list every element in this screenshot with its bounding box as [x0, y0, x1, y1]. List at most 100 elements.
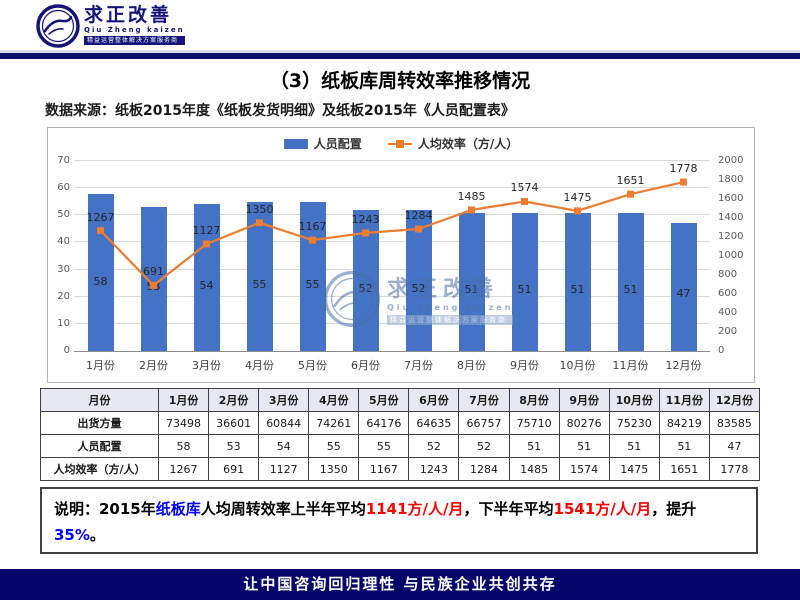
note-segment: 35%	[54, 526, 90, 545]
table-value-cell: 55	[308, 434, 360, 458]
table-header-cell: 11月份	[658, 388, 710, 412]
x-axis-label: 11月份	[612, 359, 649, 372]
bar-5月份	[299, 201, 326, 351]
bar-series-swatch-icon	[283, 138, 308, 149]
right-axis-tick: 800	[718, 269, 738, 280]
line-value-label: 691	[143, 265, 164, 279]
logo-brand-text: 求正改善	[84, 4, 173, 26]
gridline	[74, 351, 710, 352]
note-segment: ，提升	[651, 500, 697, 518]
header: 求正改善 Qiu Zheng kaizen 精益运营整体解决方案服务商	[0, 0, 800, 50]
logo-tagline: 精益运营整体解决方案服务商	[84, 36, 185, 45]
table-value-cell: 75230	[608, 411, 660, 435]
table-value-cell: 58	[157, 434, 210, 458]
table-value-cell: 1284	[458, 457, 510, 481]
footer-slogan: 让中国咨询回归理性 与民族企业共创共存	[243, 575, 557, 593]
table-value-cell: 54	[258, 434, 310, 458]
gridline	[74, 295, 710, 297]
table-header-cell: 9月份	[558, 388, 610, 412]
table-header-cell: 12月份	[708, 388, 761, 412]
table-value-cell: 75710	[508, 411, 560, 435]
bar-value-label: 55	[305, 278, 320, 292]
table-value-cell: 1350	[308, 457, 360, 481]
table-header-cell: 2月份	[208, 388, 260, 412]
row-label-cell: 人员配置	[40, 434, 159, 458]
footer-bar: 让中国咨询回归理性 与民族企业共创共存	[0, 569, 800, 600]
table-value-cell: 51	[558, 434, 610, 458]
table-value-cell: 1127	[258, 457, 310, 481]
line-series-swatch-icon	[387, 139, 412, 149]
x-axis-label: 5月份	[298, 359, 327, 372]
chart-legend: 人员配置 人均效率（方/人）	[48, 135, 754, 152]
line-value-label: 1778	[669, 162, 698, 176]
data-source-note: 数据来源：纸板2015年度《纸板发货明细》及纸板2015年《人员配置表》	[45, 103, 515, 119]
gridline	[74, 241, 710, 243]
table-value-cell: 1485	[508, 457, 560, 481]
summary-note-text: 说明：2015年纸板库人均周转效率上半年平均1141方/人/月，下半年平均154…	[54, 500, 696, 544]
x-axis-labels: 1月份 2月份 3月份 4月份 5月份 6月份 7月份 8月份 9月份 10月份 11月份 12月份	[74, 357, 710, 373]
gridline	[74, 160, 710, 161]
line-value-label: 1651	[616, 174, 645, 188]
left-axis-tick: 10	[57, 317, 70, 329]
table-value-cell: 47	[708, 434, 761, 458]
table-value-cell: 80276	[558, 411, 610, 435]
note-segment: 。	[89, 526, 105, 545]
table-value-cell: 51	[658, 434, 710, 458]
table-value-cell: 74261	[308, 411, 360, 435]
table-value-cell: 52	[408, 434, 460, 458]
line-value-label: 1284	[404, 209, 433, 223]
left-axis-tick: 70	[57, 155, 70, 166]
bar-1月份	[87, 193, 114, 351]
bar-10月份	[564, 212, 591, 351]
table-header: 月份 1月份 2月份 3月份 4月份 5月份 6月份 7月份 8月份 9月份 10月份 11月份 12月…	[40, 388, 761, 412]
table-value-cell: 1475	[608, 457, 660, 481]
x-axis-label: 7月份	[404, 359, 433, 372]
header-rule-light	[0, 50, 800, 53]
row-label-cell: 出货方量	[40, 411, 159, 435]
right-axis-tick: 1400	[718, 212, 744, 223]
plot-area: 0 10 20 30 40 50 60 70 0 200 400 600 800 1000 1200 1400…	[57, 155, 743, 356]
line-value-label: 1475	[563, 190, 592, 204]
table-value-cell: 64176	[358, 411, 410, 435]
right-axis-tick: 600	[718, 288, 738, 299]
table-value-cell: 1574	[558, 457, 610, 481]
right-axis-tick: 2000	[718, 155, 744, 166]
right-axis-tick: 200	[718, 326, 738, 337]
bar-11月份	[617, 212, 644, 351]
left-axis-tick: 0	[63, 345, 70, 356]
page-title: （3）纸板库周转效率推移情况	[269, 70, 531, 92]
table-value-cell: 1778	[708, 457, 761, 481]
table-body: 出货方量 73498 36601 60844 74261 64176 64635 66757 7…	[40, 411, 761, 481]
legend-bar-label: 人员配置	[313, 137, 362, 151]
gridline	[74, 187, 710, 189]
table-value-cell: 60844	[258, 411, 310, 435]
note-segment: 说明：2015年	[54, 500, 156, 518]
x-axis-label: 6月份	[351, 359, 380, 372]
right-axis-tick: 400	[718, 307, 738, 318]
bar-value-label: 54	[199, 279, 214, 293]
right-axis-tick: 1800	[718, 174, 744, 185]
table-value-cell: 51	[608, 434, 660, 458]
table-header-cell: 4月份	[308, 388, 360, 412]
note-segment: 人均周转效率上半年平均	[200, 500, 366, 518]
line-value-label: 1574	[510, 181, 539, 195]
x-axis-label: 9月份	[510, 359, 539, 372]
note-segment: 1541方/人/月	[553, 500, 652, 518]
bar-value-label: 51	[570, 282, 585, 296]
bar-value-label: 58	[93, 275, 108, 289]
x-axis-label: 2月份	[139, 359, 168, 372]
right-axis-tick: 1600	[718, 193, 744, 204]
bar-value-label: 51	[623, 282, 638, 296]
logo-emblem-icon	[36, 4, 80, 52]
left-axis-tick: 40	[57, 236, 70, 248]
table-value-cell: 1651	[658, 457, 710, 481]
table-value-cell: 53	[208, 434, 260, 458]
table-value-cell: 1267	[157, 457, 210, 481]
table-value-cell: 64635	[408, 411, 460, 435]
efficiency-line	[97, 178, 687, 289]
x-axis-label: 10月份	[559, 359, 596, 372]
company-logo: 求正改善 Qiu Zheng kaizen 精益运营整体解决方案服务商	[36, 4, 185, 52]
x-axis-label: 8月份	[457, 359, 486, 372]
table-value-cell: 55	[358, 434, 410, 458]
note-segment: ，下半年平均	[463, 500, 554, 518]
